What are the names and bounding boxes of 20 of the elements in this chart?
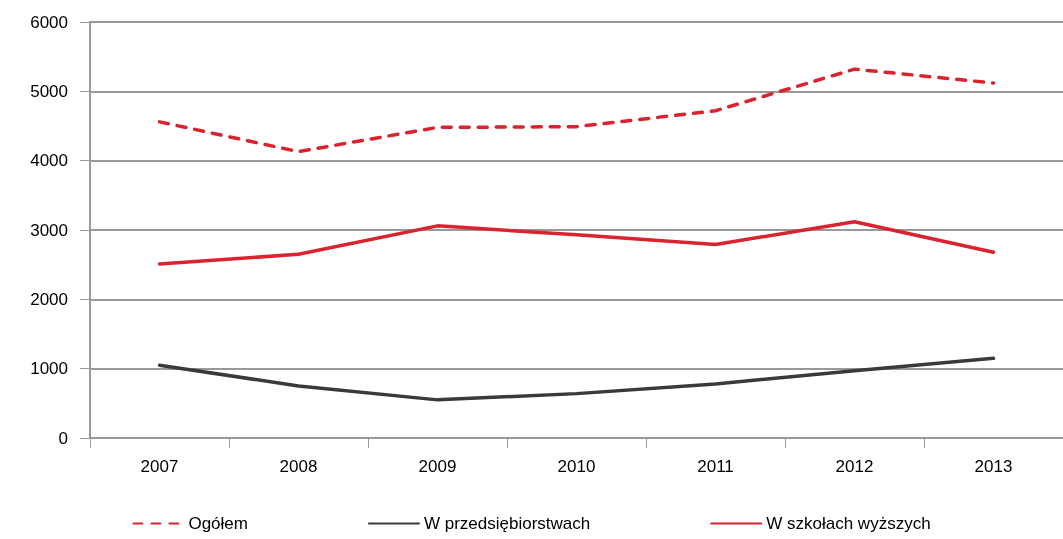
legend-label: W szkołach wyższych xyxy=(766,514,931,533)
legend-label: W przedsiębiorstwach xyxy=(423,514,591,533)
legend-label: Ogółem xyxy=(188,514,248,533)
y-tick-label: 2000 xyxy=(30,289,68,309)
line-series xyxy=(157,219,996,266)
y-tick-label: 4000 xyxy=(30,151,68,171)
y-tick-label: 3000 xyxy=(30,220,68,240)
x-tick-label: 2007 xyxy=(140,457,179,476)
x-tick-label: 2009 xyxy=(418,457,457,476)
y-tick-label: 1000 xyxy=(30,359,68,379)
line-series xyxy=(157,356,996,402)
x-tick-label: 2008 xyxy=(279,457,318,476)
x-tick-label: 2012 xyxy=(835,457,874,476)
line-series xyxy=(157,67,996,154)
y-tick-label: 0 xyxy=(58,428,68,448)
y-tick-label: 6000 xyxy=(30,12,68,32)
x-tick-label: 2013 xyxy=(974,457,1013,476)
x-tick-label: 2010 xyxy=(557,457,596,476)
x-tick-label: 2011 xyxy=(697,457,734,476)
y-tick-label: 5000 xyxy=(30,81,68,101)
